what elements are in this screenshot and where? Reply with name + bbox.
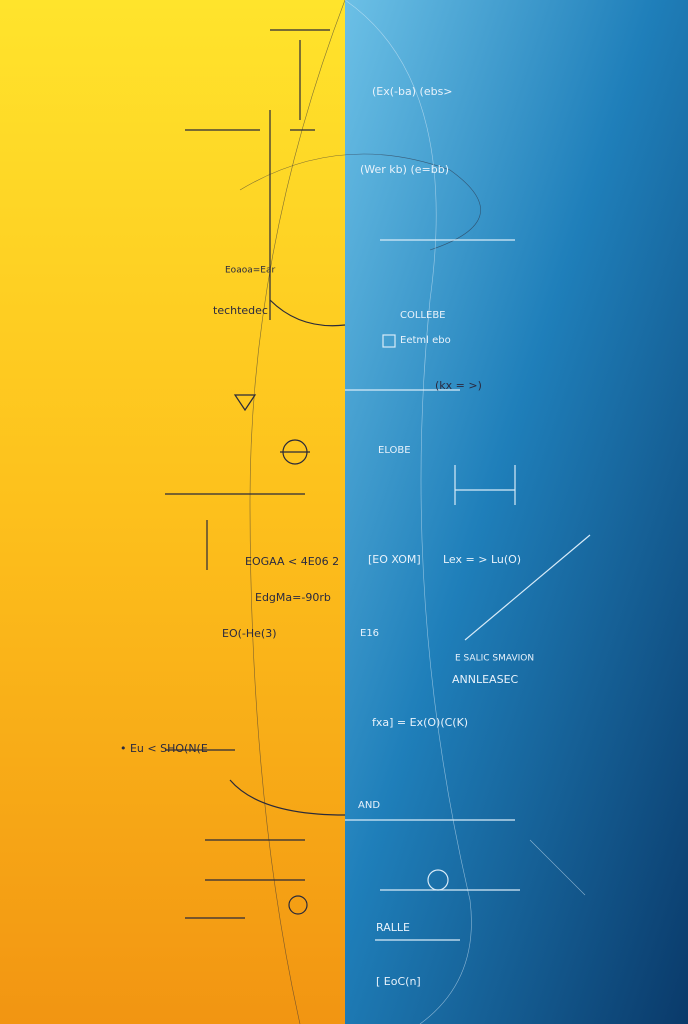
blue-half [345, 0, 688, 1024]
label: (Ex(-ba) (ebs> [372, 85, 453, 98]
label: COLLEBE [400, 310, 446, 321]
label: Eetml ebo [400, 335, 451, 346]
label: Eoaoa=Ear [225, 266, 275, 276]
label: [EO XOM] [368, 553, 421, 566]
label: ELOBE [378, 445, 411, 456]
label: • Eu < SHO(N(E [120, 742, 208, 755]
label: ANNLEASEC [452, 673, 519, 686]
label: EOGAA < 4E06 2 [245, 555, 339, 568]
label: E16 [360, 628, 379, 639]
label: Lex = > Lu(O) [443, 553, 521, 566]
label: fxa] = Ex(O)(C(K) [372, 716, 468, 729]
label: [ EoC(n] [376, 975, 421, 988]
label: (kx = >) [435, 379, 482, 392]
label: (Wer kb) (e=bb) [360, 163, 449, 176]
label: RALLE [376, 921, 410, 934]
label: EO(-He(3) [222, 627, 277, 640]
line-art [165, 0, 591, 1024]
yellow-half [0, 0, 345, 1024]
label: AND [358, 800, 380, 811]
label: EdgMa=-90rb [255, 591, 331, 604]
label: E SALIC SMAVION [455, 654, 534, 664]
label: techtedec [213, 304, 268, 317]
